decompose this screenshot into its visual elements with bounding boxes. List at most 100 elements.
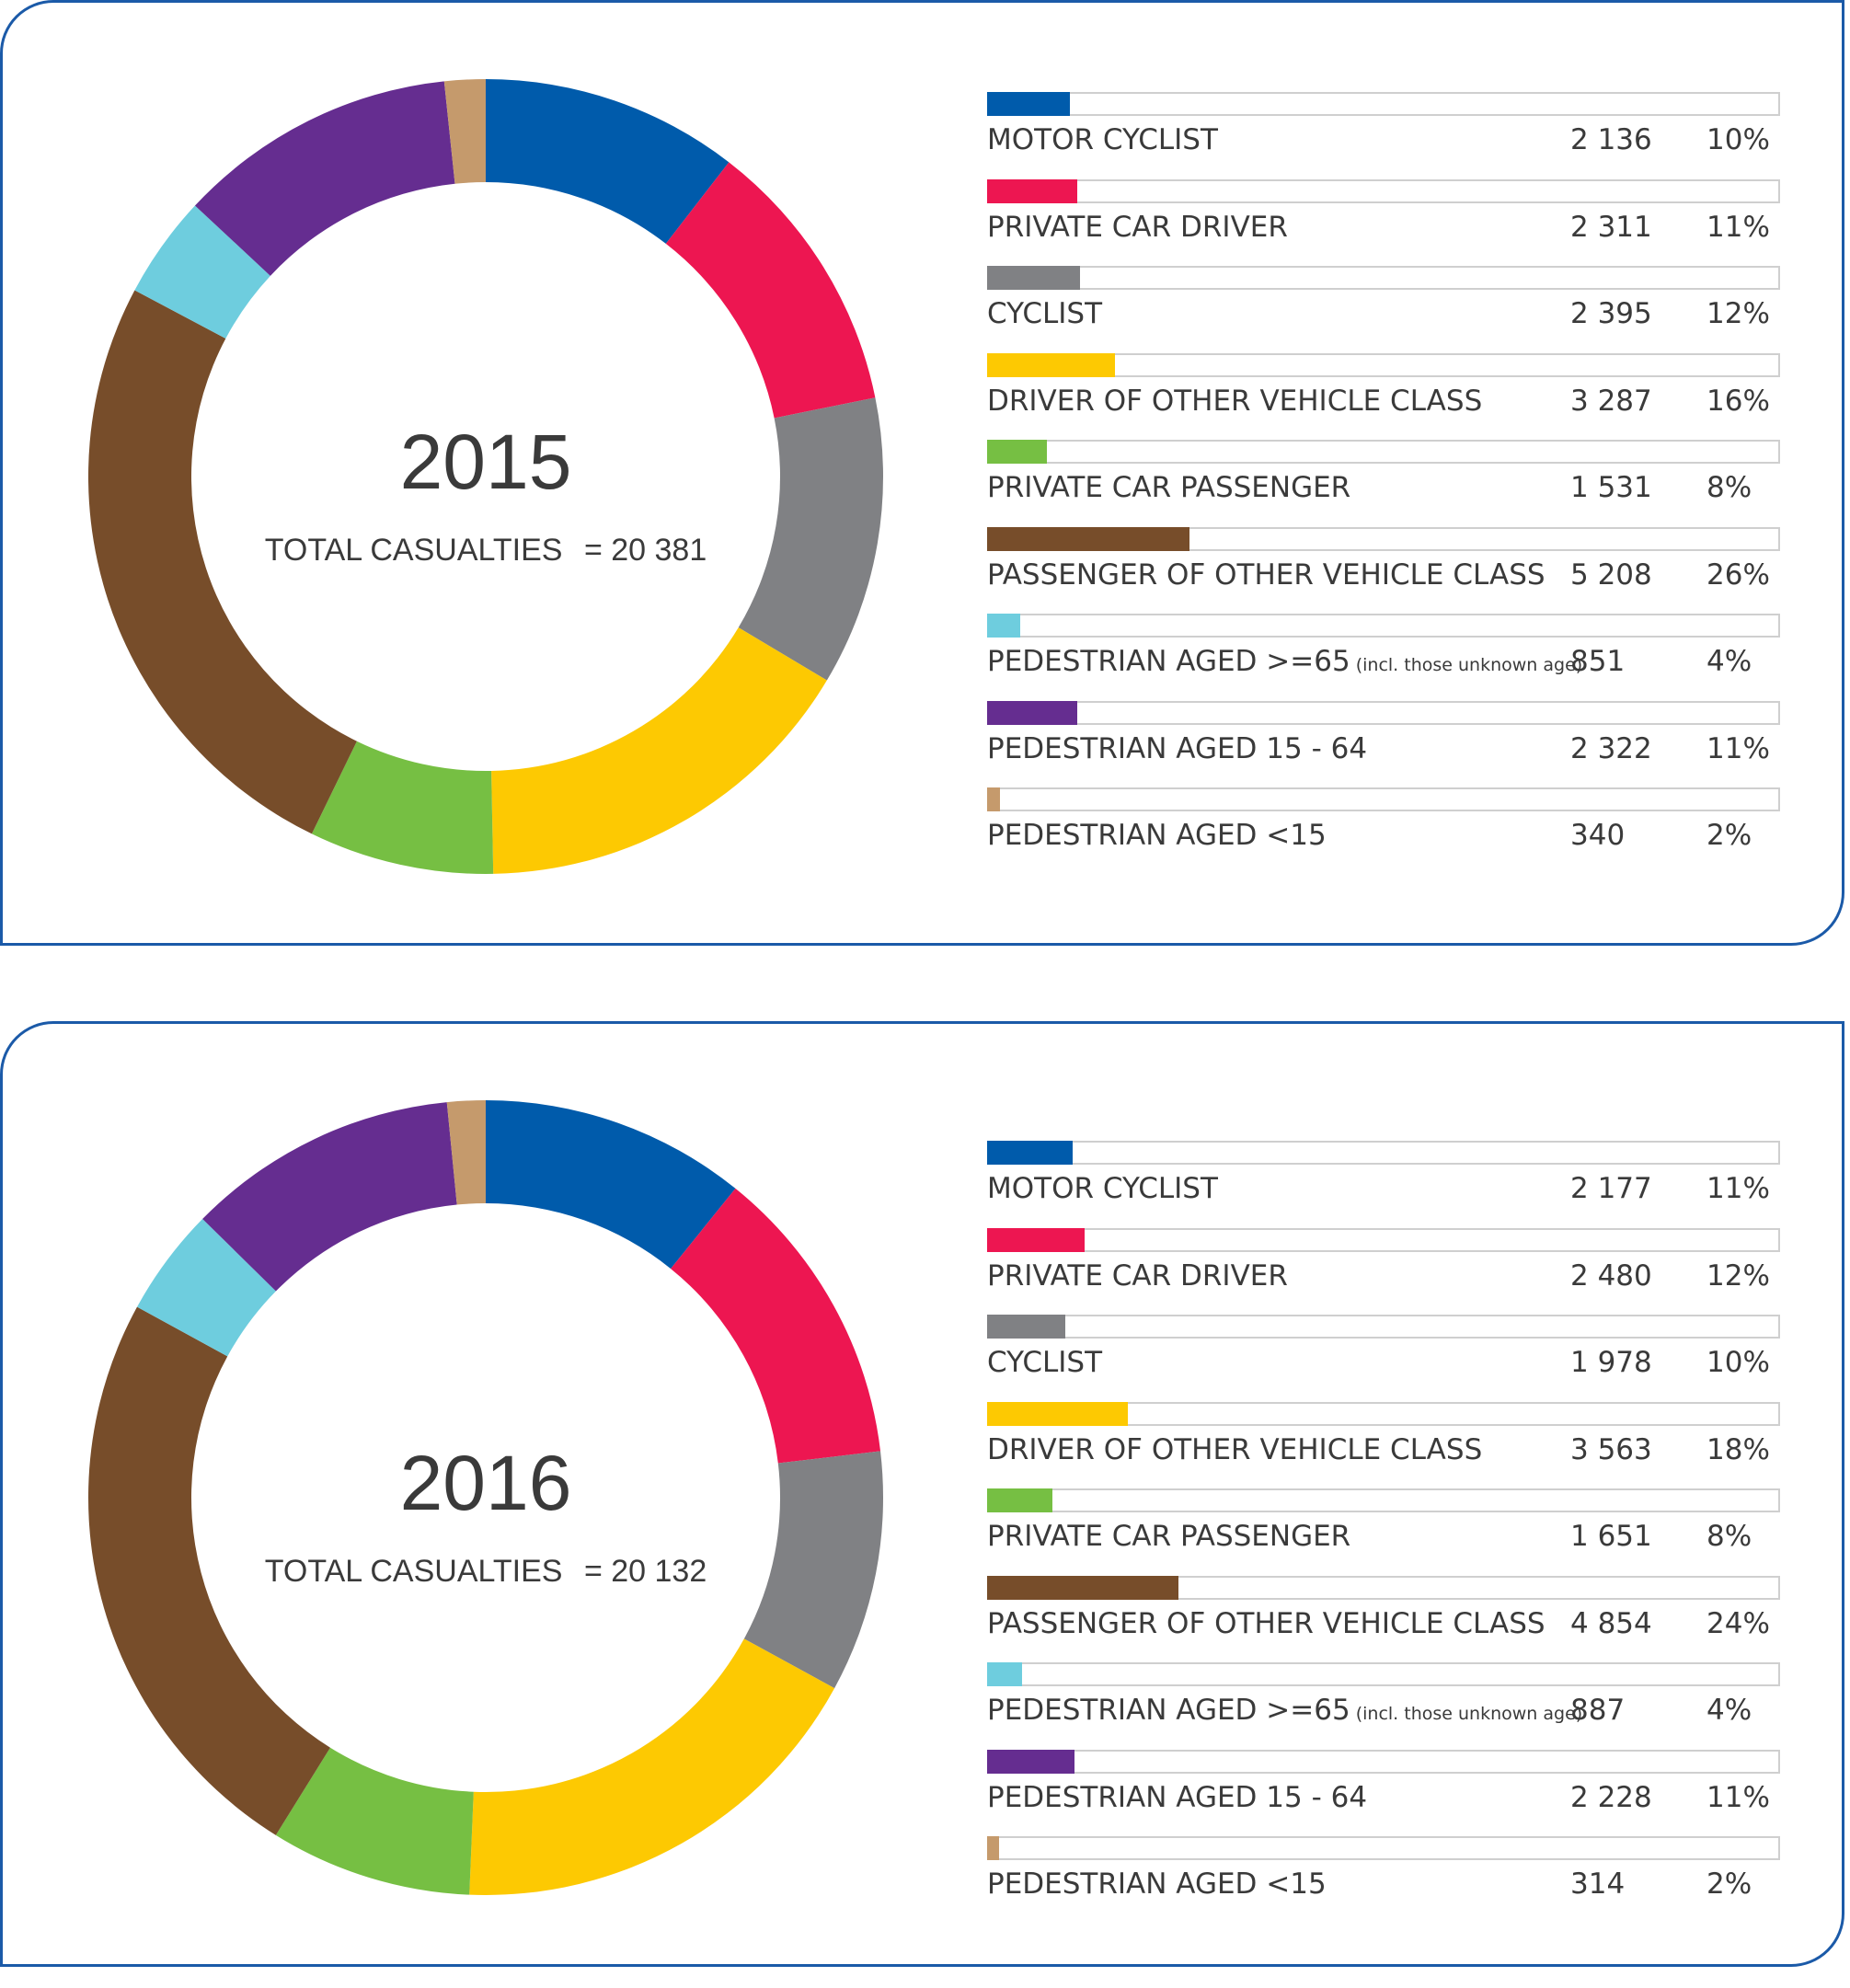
legend-percent: 8% <box>1706 471 1752 504</box>
legend-bar-track <box>987 1662 1780 1686</box>
legend-label-text: PRIVATE CAR PASSENGER <box>987 1520 1351 1553</box>
donut-segment-cyclist <box>743 1451 883 1689</box>
legend-bar-track <box>987 440 1780 464</box>
chart-panel-2015: 2015 TOTAL CASUALTIES = 20 381 MOTOR CYC… <box>0 0 1844 946</box>
legend-item-driver-of-other-vehicle-class: DRIVER OF OTHER VEHICLE CLASS 3 563 18% <box>987 1401 1780 1489</box>
legend-bar-fill <box>987 787 1000 811</box>
legend-label-text: PRIVATE CAR PASSENGER <box>987 471 1351 504</box>
legend-bar-track <box>987 1836 1780 1860</box>
legend-bar-track <box>987 1141 1780 1165</box>
legend-label-text: PEDESTRIAN AGED <15 <box>987 1867 1327 1901</box>
legend-label-text: DRIVER OF OTHER VEHICLE CLASS <box>987 1432 1483 1466</box>
legend-count: 340 <box>1570 819 1626 852</box>
legend-count: 3 287 <box>1570 384 1652 418</box>
legend-bar-fill <box>987 526 1189 551</box>
donut-segment-driver-of-other-vehicle-class <box>469 1638 835 1895</box>
legend-bar-fill <box>987 1749 1074 1774</box>
legend-item-pedestrian-aged-15-64: PEDESTRIAN AGED 15 - 64 2 228 11% <box>987 1749 1780 1837</box>
donut-segment-private-car-passenger <box>311 741 494 875</box>
legend-2016: MOTOR CYCLIST 2 177 11% PRIVATE CAR DRIVER 2… <box>987 1141 1780 1924</box>
legend-bar-track <box>987 1749 1780 1774</box>
donut-segment-cyclist <box>738 397 883 681</box>
legend-bar-fill <box>987 614 1020 638</box>
legend-item-pedestrian-aged-15: PEDESTRIAN AGED <15 314 2% <box>987 1836 1780 1924</box>
legend-item-private-car-passenger: PRIVATE CAR PASSENGER 1 651 8% <box>987 1488 1780 1576</box>
total-casualties: TOTAL CASUALTIES = 20 381 <box>265 533 707 568</box>
legend-item-private-car-passenger: PRIVATE CAR PASSENGER 1 531 8% <box>987 440 1780 527</box>
legend-count: 2 228 <box>1570 1780 1652 1814</box>
total-casualties: TOTAL CASUALTIES = 20 132 <box>265 1554 707 1589</box>
donut-segment-private-car-driver <box>671 1188 881 1464</box>
legend-percent: 10% <box>1706 1346 1770 1379</box>
legend-bar-fill <box>987 178 1077 203</box>
legend-percent: 2% <box>1706 819 1752 852</box>
donut-segment-motor-cyclist <box>486 79 730 244</box>
legend-label: PRIVATE CAR DRIVER <box>987 211 1288 244</box>
donut-segment-private-car-passenger <box>275 1747 474 1895</box>
legend-2015: MOTOR CYCLIST 2 136 10% PRIVATE CAR DRIVER 2… <box>987 92 1780 875</box>
chart-panel-2016: 2016 TOTAL CASUALTIES = 20 132 MOTOR CYC… <box>0 1021 1844 1967</box>
legend-label: PRIVATE CAR PASSENGER <box>987 471 1350 504</box>
legend-bar-track <box>987 352 1780 377</box>
total-value: = 20 132 <box>584 1554 707 1589</box>
legend-percent: 4% <box>1706 1694 1752 1727</box>
legend-bar-fill <box>987 1401 1128 1426</box>
legend-percent: 12% <box>1706 1258 1770 1293</box>
donut-chart-2016: 2016 TOTAL CASUALTIES = 20 132 <box>87 1100 883 1895</box>
legend-bar-track <box>987 1227 1780 1252</box>
legend-label: CYCLIST <box>987 1346 1102 1379</box>
legend-count: 887 <box>1570 1694 1626 1727</box>
legend-count: 2 311 <box>1570 210 1652 244</box>
donut-segment-pedestrian-aged-15 <box>443 79 486 184</box>
legend-bar-fill <box>987 1141 1073 1165</box>
donut-segment-driver-of-other-vehicle-class <box>491 627 827 874</box>
legend-bar-track <box>987 178 1780 203</box>
legend-label-text: DRIVER OF OTHER VEHICLE CLASS <box>987 384 1483 418</box>
legend-count: 2 136 <box>1570 123 1652 156</box>
legend-item-passenger-of-other-vehicle-class: PASSENGER OF OTHER VEHICLE CLASS 5 208 26% <box>987 526 1780 615</box>
legend-percent: 16% <box>1706 384 1770 418</box>
legend-percent: 11% <box>1706 731 1770 765</box>
legend-bar-track <box>987 700 1780 725</box>
legend-item-pedestrian-aged-15-64: PEDESTRIAN AGED 15 - 64 2 322 11% <box>987 700 1780 788</box>
legend-label-note: (incl. those unknown age) <box>1350 655 1583 675</box>
legend-bar-fill <box>987 266 1080 290</box>
legend-label: MOTOR CYCLIST <box>987 123 1218 156</box>
legend-label: PEDESTRIAN AGED >=65 (incl. those unknow… <box>987 1694 1582 1727</box>
legend-percent: 11% <box>1706 1780 1770 1814</box>
legend-label: PEDESTRIAN AGED <15 <box>987 1867 1327 1901</box>
total-value: = 20 381 <box>584 533 707 568</box>
legend-label-note: (incl. those unknown age) <box>1350 1704 1583 1724</box>
legend-count: 2 177 <box>1570 1172 1652 1205</box>
chart-title: 2016 <box>400 1440 572 1526</box>
legend-percent: 24% <box>1706 1606 1770 1640</box>
legend-label-text: PEDESTRIAN AGED >=65 <box>987 1694 1350 1727</box>
legend-count: 314 <box>1570 1867 1626 1901</box>
legend-item-motor-cyclist: MOTOR CYCLIST 2 177 11% <box>987 1141 1780 1228</box>
legend-item-cyclist: CYCLIST 1 978 10% <box>987 1315 1780 1402</box>
legend-count: 5 208 <box>1570 557 1652 592</box>
legend-item-private-car-driver: PRIVATE CAR DRIVER 2 480 12% <box>987 1227 1780 1316</box>
legend-percent: 12% <box>1706 297 1770 330</box>
legend-item-pedestrian-aged-15: PEDESTRIAN AGED <15 340 2% <box>987 787 1780 875</box>
donut-segment-passenger-of-other-vehicle-class <box>87 290 357 834</box>
legend-bar-track <box>987 1401 1780 1426</box>
legend-item-driver-of-other-vehicle-class: DRIVER OF OTHER VEHICLE CLASS 3 287 16% <box>987 352 1780 441</box>
donut-segment-pedestrian-aged-65 <box>134 205 270 339</box>
legend-label: PEDESTRIAN AGED 15 - 64 <box>987 1781 1367 1814</box>
legend-count: 2 322 <box>1570 731 1652 765</box>
legend-item-pedestrian-aged-65: PEDESTRIAN AGED >=65 (incl. those unknow… <box>987 1662 1780 1750</box>
legend-count: 3 563 <box>1570 1432 1652 1466</box>
legend-bar-fill <box>987 440 1047 464</box>
donut-segments <box>87 79 883 875</box>
legend-bar-track <box>987 526 1780 551</box>
legend-label: PEDESTRIAN AGED 15 - 64 <box>987 732 1367 765</box>
legend-percent: 26% <box>1706 557 1770 592</box>
legend-label-text: PEDESTRIAN AGED 15 - 64 <box>987 731 1368 765</box>
legend-percent: 18% <box>1706 1432 1770 1466</box>
donut-segment-pedestrian-aged-15-64 <box>202 1102 457 1292</box>
legend-bar-fill <box>987 92 1070 116</box>
legend-label: MOTOR CYCLIST <box>987 1172 1218 1205</box>
legend-label: PRIVATE CAR DRIVER <box>987 1259 1288 1293</box>
legend-label-text: PASSENGER OF OTHER VEHICLE CLASS <box>987 1606 1545 1640</box>
